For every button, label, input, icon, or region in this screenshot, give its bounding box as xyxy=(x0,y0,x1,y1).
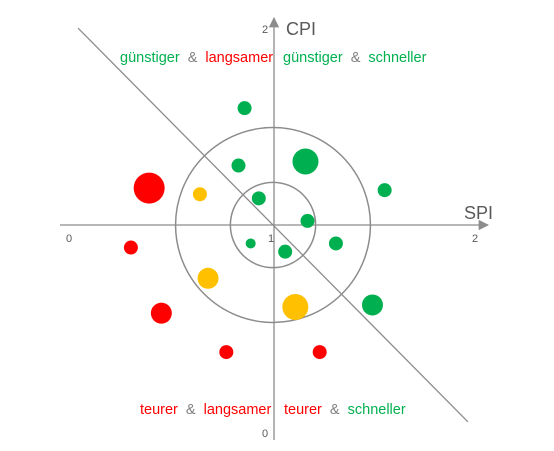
data-points xyxy=(123,101,392,360)
point-red-15 xyxy=(123,240,138,255)
quadrant-label-bottom-right: teurer & schneller xyxy=(284,402,406,418)
x-axis-title: SPI xyxy=(464,203,493,223)
top-right-amp: & xyxy=(351,50,361,66)
point-red-18 xyxy=(312,345,327,360)
bottom-left-word2: langsamer xyxy=(204,402,272,418)
y-axis-title: CPI xyxy=(286,19,316,39)
bottom-right-word1: teurer xyxy=(284,402,322,418)
y-tick-0: 0 xyxy=(262,428,268,440)
top-right-word2: schneller xyxy=(368,50,426,66)
bottom-left-word1: teurer xyxy=(140,402,178,418)
point-green-4 xyxy=(377,183,392,198)
point-green-8 xyxy=(278,244,293,259)
top-right-word1: günstiger xyxy=(283,50,343,66)
point-amber-11 xyxy=(192,187,207,202)
point-red-14 xyxy=(133,172,165,204)
top-left-word1: günstiger xyxy=(120,50,180,66)
point-green-7 xyxy=(245,238,256,249)
bottom-right-amp: & xyxy=(330,402,340,418)
point-green-3 xyxy=(292,148,319,175)
y-tick-2: 2 xyxy=(262,24,268,36)
point-amber-12 xyxy=(197,267,219,289)
quadrant-label-bottom-left: teurer & langsamer xyxy=(140,402,271,418)
x-tick-0: 0 xyxy=(66,233,72,245)
x-tick-1: 1 xyxy=(268,233,274,245)
point-green-1 xyxy=(237,101,252,116)
point-green-6 xyxy=(300,213,315,228)
quadrant-label-top-left: günstiger & langsamer xyxy=(120,50,273,66)
bottom-right-word2: schneller xyxy=(348,402,406,418)
top-left-word2: langsamer xyxy=(205,50,273,66)
point-red-17 xyxy=(219,345,234,360)
point-green-10 xyxy=(361,294,383,316)
point-green-5 xyxy=(251,191,266,206)
point-green-2 xyxy=(231,158,246,173)
point-amber-13 xyxy=(282,294,309,320)
top-left-amp: & xyxy=(188,50,198,66)
point-green-9 xyxy=(328,236,343,251)
x-tick-2: 2 xyxy=(472,233,478,245)
quadrant-label-top-right: günstiger & schneller xyxy=(283,50,427,66)
bottom-left-amp: & xyxy=(186,402,196,418)
point-red-16 xyxy=(150,302,172,324)
